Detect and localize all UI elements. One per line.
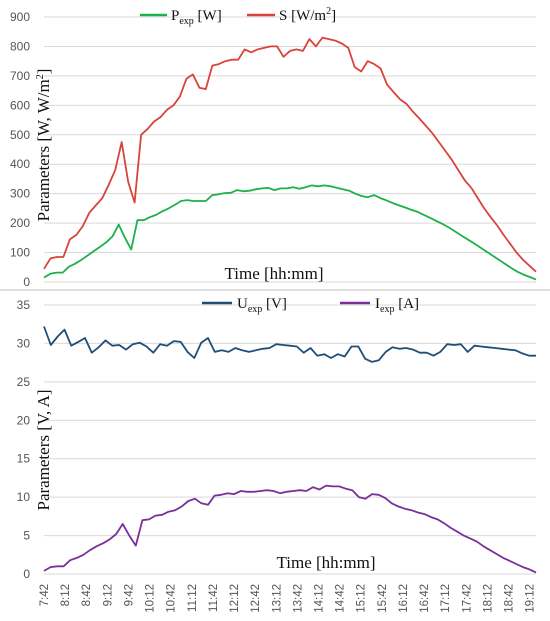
x-tick-label: 17:12 (440, 584, 452, 613)
bottom-grid (44, 304, 536, 575)
x-tick-label: 10:12 (145, 584, 157, 613)
bottom-legend: Uexp [V] Iexp [A] (202, 296, 419, 315)
y-tick-label: 900 (10, 10, 30, 24)
x-tick-label: 17:42 (461, 584, 473, 613)
y-tick-label: 25 (17, 375, 31, 389)
bottom-x-tick-labels: 7:42 8:12 8:42 9:12 9:42 10:12 10:42 11:12 11:42… (39, 584, 537, 613)
bottom-series-lines (43, 326, 537, 574)
bottom-x-axis-title: Time [hh:mm] (276, 553, 375, 572)
y-tick-label: 15 (17, 452, 31, 466)
y-tick-label: 0 (23, 275, 30, 289)
x-tick-label: 11:42 (208, 584, 220, 612)
legend-label-pexp: Pexp [W] (171, 8, 222, 27)
y-tick-label: 700 (10, 69, 30, 83)
y-tick-label: 300 (10, 187, 30, 201)
y-tick-label: 5 (23, 529, 30, 543)
top-y-tick-labels: 0 100 200 300 400 500 600 700 800 900 (10, 10, 30, 289)
bottom-y-tick-labels: 0 5 10 15 20 25 30 35 (17, 298, 31, 581)
top-grid (44, 16, 536, 283)
x-tick-label: 19:12 (525, 584, 537, 613)
series-line-0 (43, 326, 536, 363)
x-tick-label: 15:12 (356, 584, 368, 613)
x-tick-label: 8:12 (60, 584, 72, 606)
top-y-axis-title: Parameters [W, W/m2] (34, 69, 53, 222)
y-tick-label: 400 (10, 157, 30, 171)
x-tick-label: 14:42 (335, 584, 347, 613)
legend-label-uexp: Uexp [V] (237, 296, 287, 315)
voltage-current-chart: 0 5 10 15 20 25 30 35 7:42 8:12 8:42 9:12 9:42 10:12… (17, 296, 537, 613)
series-line-0 (43, 184, 537, 281)
x-tick-label: 10:42 (166, 584, 178, 613)
y-tick-label: 35 (17, 298, 31, 312)
x-tick-label: 16:12 (398, 584, 410, 613)
y-tick-label: 20 (17, 413, 31, 427)
x-tick-label: 11:12 (187, 584, 199, 612)
y-tick-label: 10 (17, 490, 31, 504)
x-tick-label: 14:12 (314, 584, 326, 613)
legend-label-irradiance: S [W/m2] (279, 6, 336, 24)
x-tick-label: 7:42 (39, 584, 51, 606)
x-tick-label: 18:12 (482, 584, 494, 613)
legend-label-iexp: Iexp [A] (375, 296, 419, 315)
x-tick-label: 8:42 (81, 584, 93, 606)
x-tick-label: 13:42 (292, 584, 304, 613)
x-tick-label: 13:12 (271, 584, 283, 613)
top-series-lines (43, 36, 537, 281)
x-tick-label: 12:12 (229, 584, 241, 613)
x-tick-label: 9:42 (124, 584, 136, 606)
x-tick-label: 12:42 (250, 584, 262, 613)
y-tick-label: 100 (10, 246, 30, 260)
y-tick-label: 600 (10, 98, 30, 112)
x-tick-label: 15:42 (377, 584, 389, 613)
y-tick-label: 200 (10, 216, 30, 230)
top-legend: Pexp [W] S [W/m2] (140, 6, 336, 27)
power-irradiance-chart: 0 100 200 300 400 500 600 700 800 900 Pexp [W] S … (10, 6, 537, 289)
x-tick-label: 16:42 (419, 584, 431, 613)
y-tick-label: 500 (10, 128, 30, 142)
series-line-1 (43, 36, 537, 273)
bottom-y-axis-title: Parameters [V, A] (34, 389, 53, 510)
series-line-1 (43, 484, 537, 574)
y-tick-label: 800 (10, 39, 30, 53)
y-tick-label: 0 (23, 567, 30, 581)
top-x-axis-title: Time [hh:mm] (224, 264, 323, 283)
y-tick-label: 30 (17, 336, 31, 350)
x-tick-label: 18:42 (504, 584, 516, 613)
x-tick-label: 9:12 (102, 584, 114, 606)
